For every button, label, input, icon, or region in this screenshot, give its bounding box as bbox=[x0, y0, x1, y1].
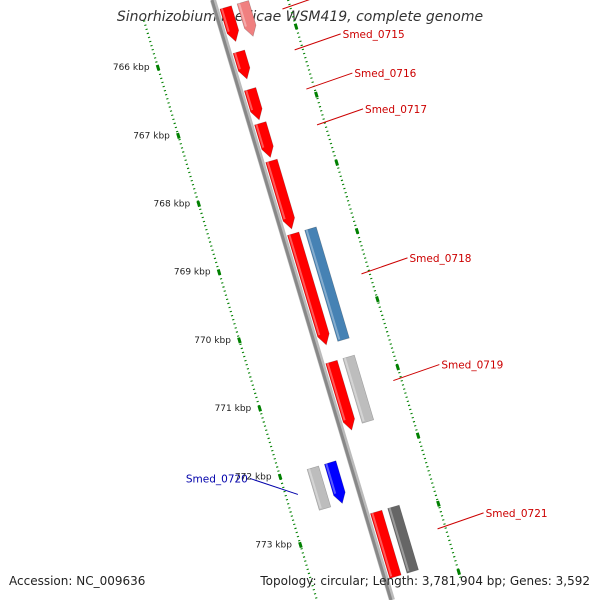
gene-unlabeled-5-highlight bbox=[266, 161, 286, 220]
gene-unlabeled-9[interactable] bbox=[342, 354, 375, 424]
gene-smed-0715-highlight bbox=[234, 52, 241, 70]
gene-smed-0718-highlight bbox=[305, 229, 341, 340]
gene-smed-0721-leader bbox=[437, 512, 484, 530]
gene-smed-0716-label[interactable]: Smed_0716 bbox=[354, 68, 416, 80]
gene-smed-0718-label[interactable]: Smed_0718 bbox=[409, 253, 471, 265]
gene-unlabeled-6[interactable] bbox=[287, 231, 330, 346]
gene-smed-0719-highlight bbox=[326, 362, 346, 421]
gene-smed-0720[interactable] bbox=[306, 465, 332, 511]
gene-unlabeled-1-highlight bbox=[238, 3, 247, 27]
gene-smed-0718[interactable] bbox=[304, 226, 350, 342]
scale-ticks-left bbox=[142, 20, 318, 599]
gene-unlabeled-5[interactable] bbox=[265, 158, 295, 230]
gene-smed-0720-label[interactable]: Smed_0720 bbox=[186, 473, 248, 485]
major-tick bbox=[277, 473, 283, 480]
major-tick bbox=[196, 200, 201, 208]
gene-smed-0717-highlight bbox=[255, 124, 265, 148]
major-tick bbox=[257, 405, 262, 412]
gene-smed-0714-leader bbox=[282, 0, 310, 10]
gene-smed-0720-leader bbox=[249, 477, 299, 495]
gene-smed-0716-highlight bbox=[245, 90, 254, 111]
gene-smed-0717-leader bbox=[316, 108, 364, 126]
gene-unlabeled-9-highlight bbox=[343, 357, 365, 422]
gene-smed-0721[interactable] bbox=[370, 509, 402, 579]
gene-smed-0721-label[interactable]: Smed_0721 bbox=[486, 508, 548, 520]
gene-smed-0714-highlight bbox=[220, 8, 230, 32]
backbone-line bbox=[210, 0, 393, 600]
gene-smed-0720-highlight bbox=[308, 468, 322, 509]
tick-label-768: 768 kbp bbox=[154, 200, 191, 210]
tick-label-773: 773 kbp bbox=[255, 540, 292, 550]
tick-label-771: 771 kbp bbox=[215, 404, 252, 414]
major-tick bbox=[298, 541, 303, 549]
scale-tick-labels: 766 kbp 767 kbp 768 kbp 769 kbp 770 kbp 771 k… bbox=[113, 63, 292, 550]
major-tick bbox=[354, 227, 360, 235]
gene-track[interactable] bbox=[219, 0, 419, 579]
major-tick bbox=[375, 296, 380, 303]
scale-ticks-right bbox=[287, 0, 462, 579]
gene-smed-0714[interactable] bbox=[219, 5, 240, 43]
tick-label-766: 766 kbp bbox=[113, 63, 150, 73]
major-tick bbox=[436, 500, 441, 507]
gene-smed-0715-leader bbox=[294, 33, 341, 51]
gene-smed-0718-leader bbox=[361, 257, 408, 275]
major-tick bbox=[456, 568, 462, 576]
gene-smed-0716-leader bbox=[306, 72, 353, 90]
gene-unlabeled-11-highlight bbox=[325, 463, 337, 494]
major-tick bbox=[216, 269, 222, 276]
gene-unlabeled-13[interactable] bbox=[387, 504, 419, 574]
major-tick bbox=[415, 432, 421, 439]
gene-smed-0716[interactable] bbox=[243, 87, 263, 121]
gene-labels: Smed_0714Smed_0715Smed_0716Smed_0717Smed… bbox=[186, 0, 548, 530]
gene-smed-0719-label[interactable]: Smed_0719 bbox=[441, 360, 503, 372]
gene-unlabeled-6-highlight bbox=[288, 234, 321, 336]
tick-label-767: 767 kbp bbox=[133, 131, 170, 141]
tick-label-770: 770 kbp bbox=[194, 336, 231, 346]
major-tick bbox=[237, 337, 242, 344]
major-tick bbox=[395, 364, 400, 371]
gene-smed-0719[interactable] bbox=[325, 359, 355, 431]
major-tick bbox=[155, 64, 161, 71]
gene-unlabeled-11[interactable] bbox=[324, 460, 346, 504]
gene-unlabeled-1[interactable] bbox=[236, 0, 257, 37]
gene-smed-0717-label[interactable]: Smed_0717 bbox=[365, 104, 427, 116]
gene-smed-0715[interactable] bbox=[232, 49, 251, 80]
accession-label: Accession: NC_009636 bbox=[9, 574, 146, 588]
major-tick bbox=[334, 159, 339, 166]
gene-smed-0719-leader bbox=[393, 364, 440, 382]
tick-label-769: 769 kbp bbox=[174, 268, 211, 278]
gene-smed-0715-label[interactable]: Smed_0715 bbox=[343, 29, 405, 41]
gene-smed-0721-highlight bbox=[371, 512, 393, 577]
tick-label-772: 772 kbp bbox=[235, 472, 272, 482]
major-tick bbox=[293, 23, 299, 30]
major-tick bbox=[314, 91, 319, 98]
genome-summary: Topology: circular; Length: 3,781,904 bp… bbox=[260, 574, 590, 588]
genome-backbone bbox=[210, 0, 395, 600]
major-tick bbox=[176, 132, 181, 139]
gene-smed-0717[interactable] bbox=[254, 121, 274, 158]
genome-title: Sinorhizobium medicae WSM419, complete g… bbox=[116, 9, 484, 25]
gene-unlabeled-13-highlight bbox=[388, 507, 410, 572]
